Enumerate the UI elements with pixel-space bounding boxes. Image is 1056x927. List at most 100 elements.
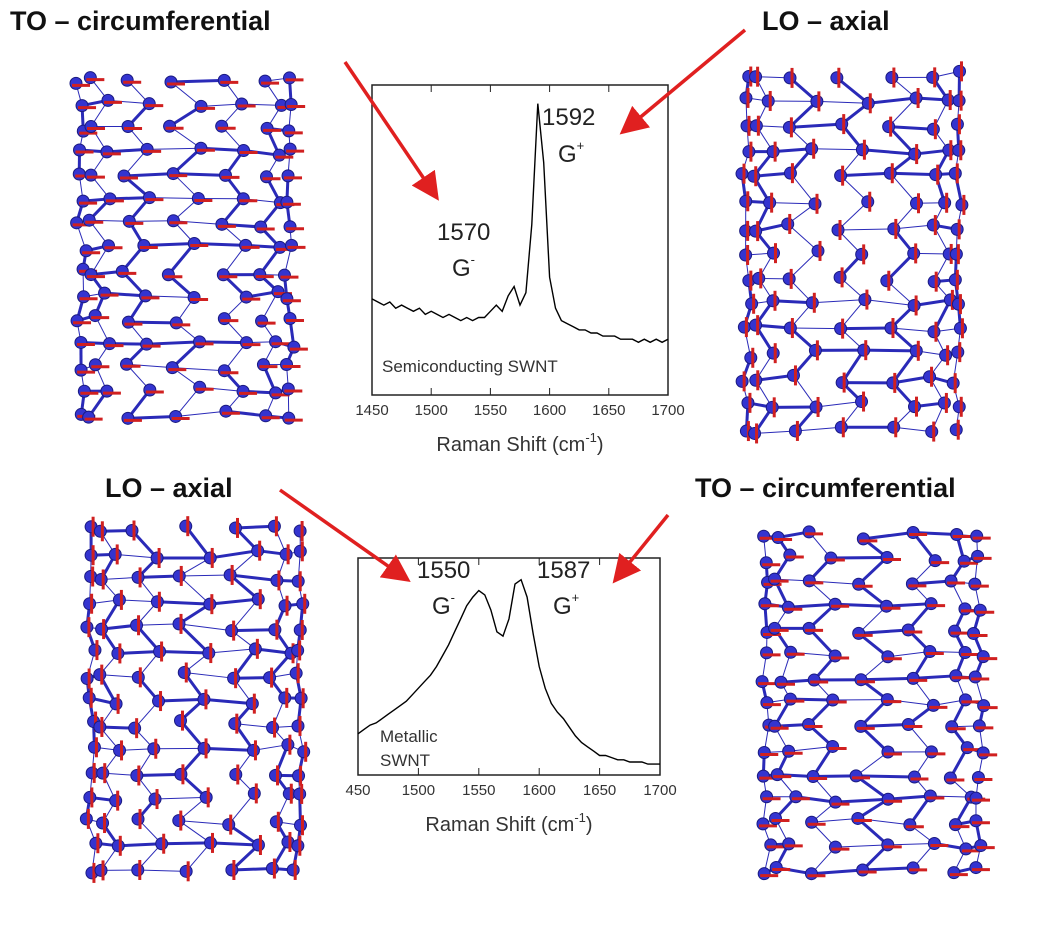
nanotube <box>70 72 308 425</box>
atom <box>862 196 874 208</box>
atom <box>952 298 964 310</box>
text-part: Raman Shift (cm <box>436 434 585 456</box>
atom <box>834 271 846 283</box>
atom <box>765 839 777 851</box>
atom <box>769 720 781 732</box>
atom <box>743 146 755 158</box>
atom <box>292 644 304 656</box>
atom <box>260 171 272 183</box>
mode-label: LO – axial <box>762 6 890 36</box>
atom <box>969 671 981 683</box>
atom <box>90 837 102 849</box>
atom <box>279 692 291 704</box>
atom <box>84 72 96 84</box>
atom <box>254 269 266 281</box>
atom <box>764 197 776 209</box>
atom <box>809 198 821 210</box>
atom <box>902 719 914 731</box>
atom <box>970 815 982 827</box>
atom <box>924 646 936 658</box>
bond <box>147 342 200 344</box>
atom <box>216 218 228 230</box>
atom <box>949 167 961 179</box>
atom <box>138 239 150 251</box>
atom <box>829 598 841 610</box>
atom <box>853 627 865 639</box>
atom <box>255 221 267 233</box>
atom <box>290 667 302 679</box>
atom <box>829 796 841 808</box>
atom <box>951 529 963 541</box>
atom <box>264 672 276 684</box>
atom <box>164 120 176 132</box>
atom <box>902 624 914 636</box>
atom <box>198 693 210 705</box>
atom <box>195 100 207 112</box>
atom <box>888 421 900 433</box>
bond <box>209 649 256 653</box>
atom <box>953 95 965 107</box>
plot-frame <box>372 85 668 395</box>
atom <box>75 364 87 376</box>
atom <box>102 94 114 106</box>
bond <box>864 350 917 351</box>
atom <box>835 323 847 335</box>
atom <box>908 247 920 259</box>
atom <box>143 98 155 110</box>
bond <box>184 673 233 679</box>
atom <box>925 598 937 610</box>
atom <box>750 374 762 386</box>
bond <box>147 148 201 149</box>
atom <box>950 248 962 260</box>
atom <box>194 336 206 348</box>
atom <box>857 864 869 876</box>
atom <box>783 273 795 285</box>
atom <box>757 770 769 782</box>
atom <box>237 193 249 205</box>
atom <box>218 74 230 86</box>
atom <box>284 312 296 324</box>
atom <box>131 619 143 631</box>
atom <box>204 552 216 564</box>
atom <box>771 769 783 781</box>
atom <box>286 239 298 251</box>
atom <box>806 297 818 309</box>
bond <box>868 98 916 103</box>
atom <box>151 552 163 564</box>
atom <box>110 698 122 710</box>
atom <box>104 193 116 205</box>
atom <box>252 545 264 557</box>
x-tick-label: 1550 <box>462 782 495 799</box>
atom <box>740 92 752 104</box>
text-part: + <box>572 590 580 605</box>
atom <box>749 427 761 439</box>
atom <box>292 575 304 587</box>
atom <box>229 718 241 730</box>
atom <box>811 95 823 107</box>
sample-label: Metallic <box>380 727 438 746</box>
atom <box>101 385 113 397</box>
mode-label: TO – circumferential <box>695 473 956 503</box>
atom <box>246 698 258 710</box>
bond <box>138 870 186 871</box>
atom <box>772 531 784 543</box>
atom <box>947 377 959 389</box>
atom <box>132 671 144 683</box>
atom <box>178 667 190 679</box>
bond <box>171 80 224 82</box>
bond <box>128 416 176 418</box>
atom <box>97 817 109 829</box>
atom <box>269 624 281 636</box>
atom <box>271 574 283 586</box>
atom <box>132 864 144 876</box>
bond <box>176 411 226 416</box>
atom <box>281 196 293 208</box>
atom <box>96 623 108 635</box>
atom <box>961 742 973 754</box>
atom <box>89 644 101 656</box>
x-tick-label: 1650 <box>583 782 616 799</box>
atom <box>274 241 286 253</box>
atom <box>85 269 97 281</box>
atom <box>175 715 187 727</box>
atom <box>856 396 868 408</box>
